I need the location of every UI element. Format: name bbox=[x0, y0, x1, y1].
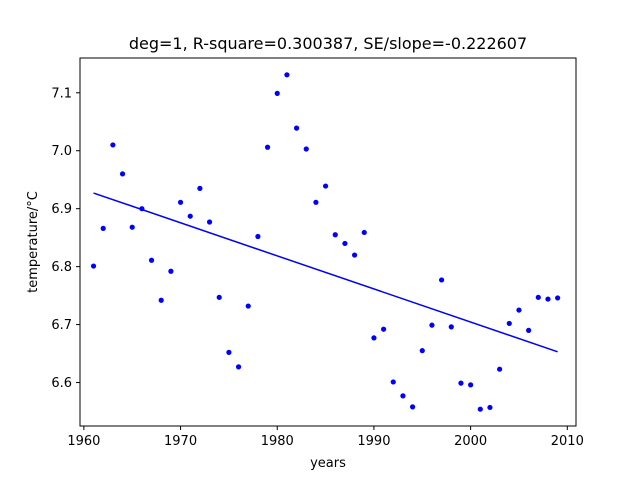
data-point bbox=[497, 366, 503, 372]
fit-line bbox=[93, 192, 558, 353]
data-point bbox=[429, 322, 435, 328]
data-point bbox=[439, 277, 445, 283]
data-point bbox=[526, 327, 532, 333]
data-point bbox=[264, 144, 271, 150]
chart-title: deg=1, R-square=0.300387, SE/slope=-0.22… bbox=[129, 34, 527, 53]
data-point bbox=[274, 90, 280, 96]
x-tick-label: 1970 bbox=[164, 434, 197, 449]
y-tick-label: 6.9 bbox=[51, 202, 72, 217]
fit-line-layer bbox=[93, 192, 558, 353]
x-axis-ticks: 1960 1970 1980 1990 2000 2010 bbox=[67, 426, 584, 449]
data-point bbox=[380, 326, 387, 332]
data-point bbox=[100, 225, 106, 231]
data-point bbox=[390, 379, 396, 385]
x-tick-label: 1960 bbox=[67, 434, 100, 449]
x-tick-label: 2000 bbox=[454, 434, 487, 449]
data-point bbox=[235, 364, 242, 370]
data-point bbox=[535, 294, 541, 300]
data-point bbox=[187, 213, 193, 219]
data-point bbox=[410, 404, 416, 410]
data-point bbox=[303, 146, 309, 152]
data-point bbox=[419, 348, 425, 354]
y-axis-ticks: 6.6 6.7 6.8 6.9 7.0 7.1 bbox=[51, 86, 80, 391]
data-point bbox=[129, 224, 135, 230]
data-point bbox=[400, 393, 406, 399]
data-point bbox=[313, 199, 319, 205]
data-point bbox=[148, 257, 155, 263]
data-point bbox=[322, 183, 329, 189]
y-axis-label: temperature/°C bbox=[26, 191, 41, 293]
y-tick-label: 6.6 bbox=[51, 376, 72, 391]
y-tick-label: 7.1 bbox=[51, 86, 72, 101]
data-point bbox=[90, 263, 97, 269]
y-tick-label: 7.0 bbox=[51, 144, 72, 159]
y-tick-label: 6.8 bbox=[51, 260, 72, 275]
data-point bbox=[284, 72, 290, 78]
data-point bbox=[351, 252, 358, 258]
data-point bbox=[245, 303, 251, 309]
x-axis-label: years bbox=[310, 456, 346, 471]
data-point bbox=[197, 185, 203, 191]
data-point bbox=[555, 295, 561, 301]
data-point bbox=[206, 219, 213, 225]
axes-frame bbox=[79, 57, 577, 427]
y-tick-label: 6.7 bbox=[51, 318, 72, 333]
x-tick-label: 1990 bbox=[357, 434, 390, 449]
data-point bbox=[468, 382, 474, 388]
x-tick-label: 1980 bbox=[261, 434, 294, 449]
data-point bbox=[506, 320, 512, 327]
data-point bbox=[110, 142, 116, 148]
data-point bbox=[342, 240, 348, 247]
data-point bbox=[371, 335, 377, 341]
data-point bbox=[361, 229, 367, 236]
data-points-layer bbox=[90, 72, 561, 412]
data-point bbox=[216, 294, 222, 300]
data-point bbox=[332, 232, 338, 238]
data-point bbox=[458, 380, 464, 386]
data-point bbox=[168, 268, 174, 274]
data-point bbox=[516, 307, 522, 313]
data-point bbox=[226, 349, 232, 355]
data-point bbox=[139, 206, 145, 212]
data-point bbox=[487, 404, 493, 411]
data-point bbox=[545, 296, 551, 302]
data-point bbox=[477, 406, 483, 412]
data-point bbox=[255, 233, 261, 240]
data-point bbox=[448, 324, 454, 330]
x-tick-label: 2010 bbox=[551, 434, 584, 449]
data-point bbox=[158, 297, 164, 303]
data-point bbox=[119, 171, 126, 177]
data-point bbox=[293, 125, 300, 131]
data-point bbox=[177, 199, 184, 205]
